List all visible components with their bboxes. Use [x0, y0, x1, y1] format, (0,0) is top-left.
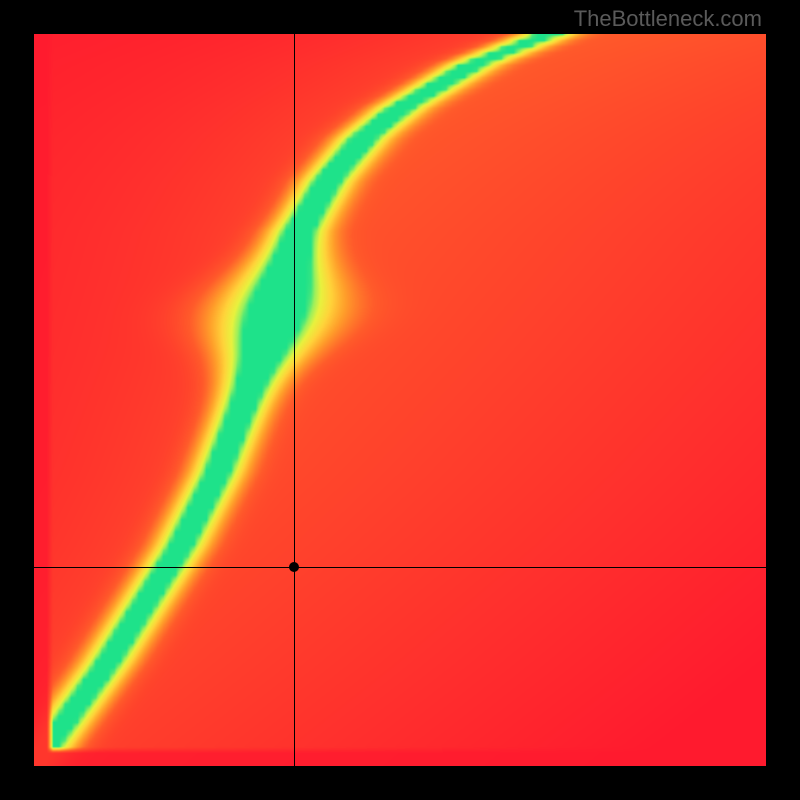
- heatmap-canvas: [34, 34, 766, 766]
- crosshair-vertical: [294, 34, 295, 766]
- watermark-text: TheBottleneck.com: [574, 6, 762, 32]
- selected-point-marker: [289, 562, 299, 572]
- heatmap-plot: [34, 34, 766, 766]
- crosshair-horizontal: [34, 567, 766, 568]
